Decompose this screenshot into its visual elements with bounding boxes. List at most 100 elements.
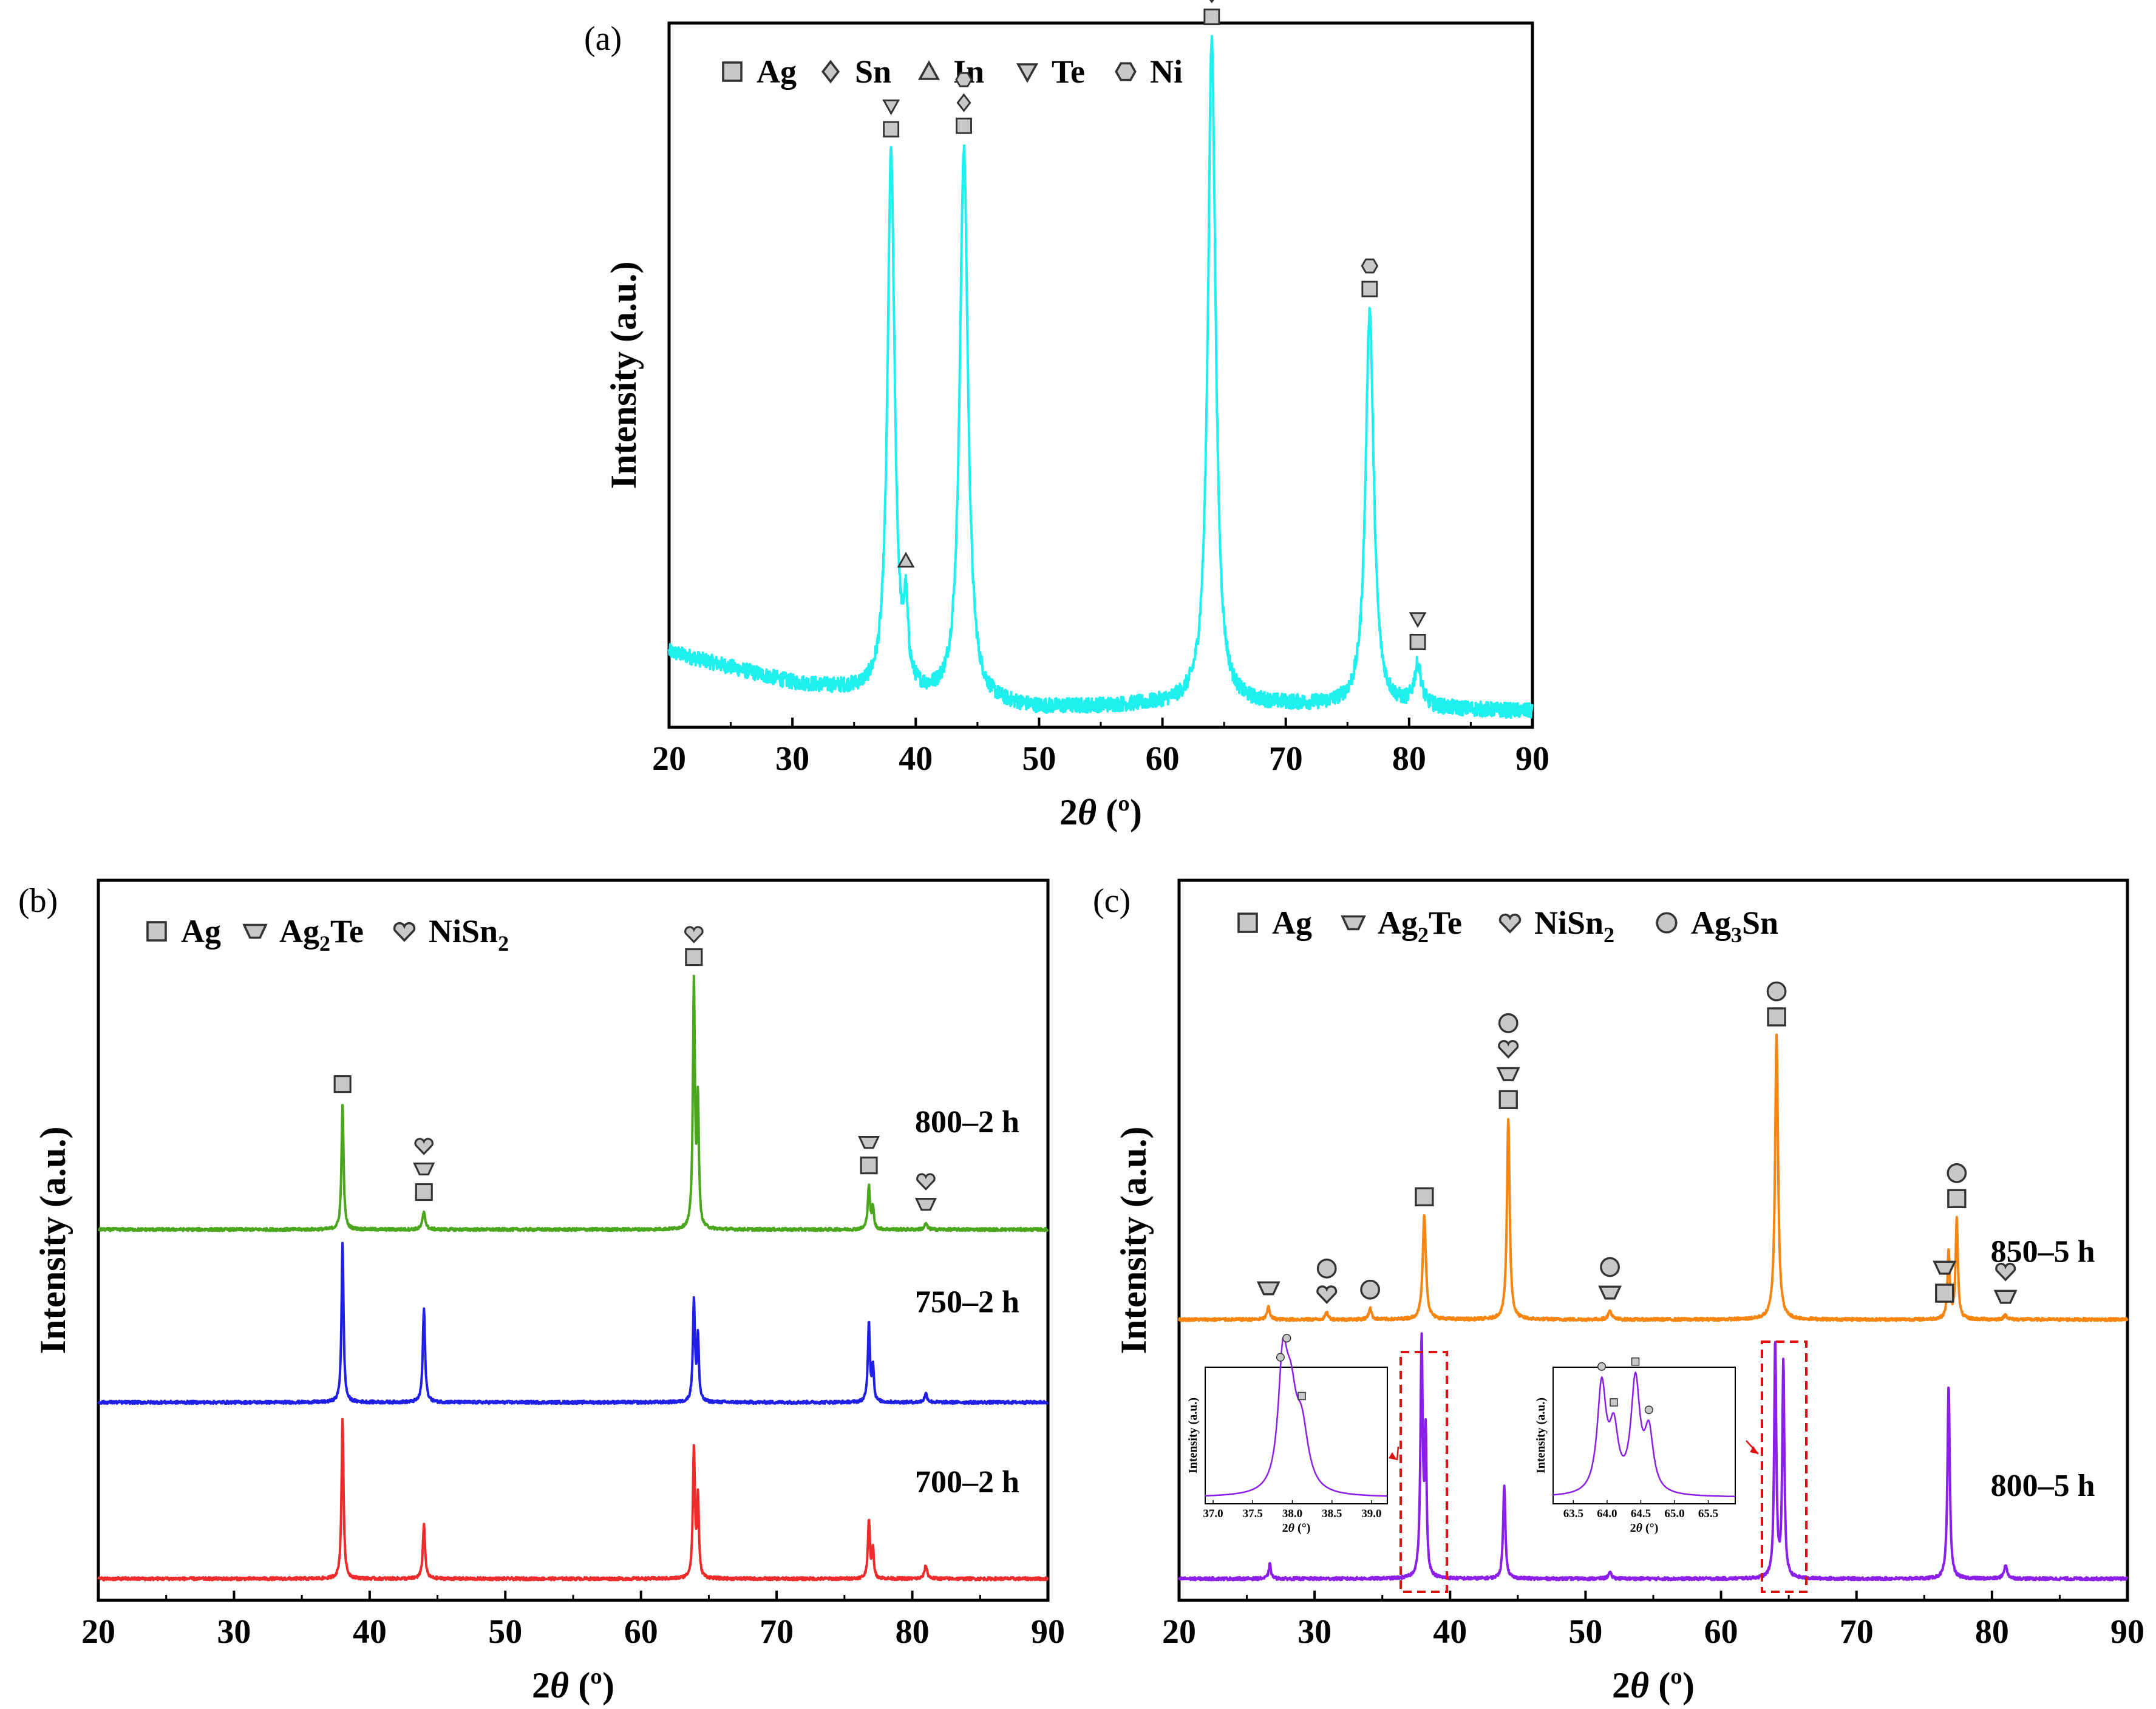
peak-marker-circle-icon bbox=[1766, 981, 1787, 1002]
x-axis-title: 2θ (º) bbox=[1059, 792, 1142, 832]
legend-marker-square-icon bbox=[1237, 912, 1258, 933]
zoom-highlight-box bbox=[1761, 1340, 1807, 1593]
peak-marker-heart-icon bbox=[916, 1173, 936, 1191]
peak-marker-heart-icon bbox=[1995, 1262, 2016, 1282]
x-axis-title: 2θ (º) bbox=[532, 1665, 614, 1705]
legend-marker-circle-icon bbox=[1656, 912, 1678, 934]
x-axis-title-unit: (º) bbox=[1649, 1665, 1695, 1705]
peak-marker-trapezoid-icon bbox=[1993, 1289, 2018, 1304]
peak-marker-square-icon bbox=[956, 117, 972, 134]
peak-marker-heart-icon bbox=[684, 926, 704, 943]
series-line-0 bbox=[97, 974, 1049, 1232]
panel-label: (a) bbox=[584, 20, 622, 58]
peak-marker-diamond-icon bbox=[956, 93, 971, 112]
peak-marker-circle-icon bbox=[1360, 1279, 1381, 1300]
inset-x-axis-title-prefix: 2 bbox=[1630, 1521, 1636, 1535]
peak-marker-trapezoid-icon bbox=[1933, 1260, 1957, 1275]
legend-item: NiSn2 bbox=[1498, 905, 1614, 947]
inset-y-axis-title: Intensity (a.u.) bbox=[1186, 1398, 1200, 1473]
legend-label-subscript: 2 bbox=[319, 931, 330, 956]
peak-marker-square-icon bbox=[415, 1183, 433, 1201]
x-tick-label: 90 bbox=[1031, 1613, 1065, 1651]
legend-marker-trapezoid-icon bbox=[242, 923, 268, 939]
legend-label-main: Ag bbox=[1378, 905, 1418, 941]
peak-marker-trapezoid-icon bbox=[914, 1197, 937, 1211]
legend-label: Ag bbox=[757, 53, 797, 90]
peak-marker-triangle-down-icon bbox=[882, 99, 900, 115]
inset-x-axis-title: 2θ (°) bbox=[1630, 1521, 1659, 1535]
legend-label-tail: Te bbox=[330, 913, 364, 950]
inset-x-axis-title-unit: (°) bbox=[1642, 1521, 1658, 1535]
plot-frame bbox=[97, 878, 1050, 1602]
legend-label: Ag bbox=[1272, 905, 1312, 941]
legend-marker-square-icon bbox=[722, 61, 743, 82]
legend-marker-heart-icon bbox=[1498, 913, 1522, 934]
x-tick-label: 80 bbox=[896, 1613, 930, 1651]
peak-marker-square-icon bbox=[333, 1075, 352, 1093]
x-axis-title-unit: (º) bbox=[569, 1665, 614, 1705]
peak-marker-triangle-down-icon bbox=[1409, 612, 1427, 628]
legend-label: Ag2Te bbox=[279, 913, 364, 956]
inset-x-tick-label: 37.5 bbox=[1243, 1507, 1263, 1520]
inset-x-tick-label: 64.0 bbox=[1597, 1507, 1617, 1520]
legend-label-main: Ag bbox=[757, 53, 797, 90]
x-tick-label: 70 bbox=[1269, 740, 1303, 778]
peak-marker-diamond-icon bbox=[1209, 0, 1214, 4]
legend-item: Sn bbox=[821, 53, 891, 90]
x-tick-label: 80 bbox=[1392, 740, 1426, 778]
x-tick-label: 60 bbox=[1146, 740, 1180, 778]
inset-x-tick-label: 65.5 bbox=[1698, 1507, 1718, 1520]
peak-marker-heart-icon bbox=[414, 1138, 434, 1155]
inset-0: 37.0 37.5 38.0 38.5 39.0 2θ (°) Intensity (a.u… bbox=[1186, 1334, 1388, 1535]
series-line-1 bbox=[1178, 1332, 2129, 1582]
inset-x-tick-label: 37.0 bbox=[1203, 1507, 1223, 1520]
x-axis-title-unit: (º) bbox=[1097, 792, 1142, 832]
legend: Ag Ag2Te NiSn2 Ag3Sn bbox=[1237, 905, 1778, 947]
legend-label-tail: Sn bbox=[1742, 905, 1778, 941]
series-line-1 bbox=[97, 1242, 1049, 1405]
inset-x-axis-title-unit: (°) bbox=[1294, 1521, 1310, 1535]
series-line-2 bbox=[97, 1418, 1049, 1582]
inset-marker-square-icon bbox=[1631, 1357, 1640, 1366]
inset-x-axis-title-symbol: θ bbox=[1636, 1521, 1643, 1535]
peak-marker-circle-icon bbox=[1498, 1013, 1518, 1033]
series-label: 700–2 h bbox=[915, 1465, 1019, 1500]
peak-marker-trapezoid-icon bbox=[1496, 1067, 1520, 1081]
legend-label: Ag bbox=[181, 913, 221, 950]
legend-item: Ag2Te bbox=[242, 913, 364, 956]
legend-label-main: Te bbox=[1052, 53, 1085, 90]
inset-x-tick-label: 38.5 bbox=[1322, 1507, 1342, 1520]
legend-marker-trapezoid-icon bbox=[1341, 915, 1366, 931]
legend-label-tail: Te bbox=[1429, 905, 1462, 941]
peak-marker-square-icon bbox=[685, 948, 703, 967]
panel-label: (c) bbox=[1093, 882, 1131, 920]
peak-marker-heart-icon bbox=[1316, 1285, 1338, 1304]
legend-label-main: NiSn bbox=[1534, 905, 1603, 941]
legend-item: Te bbox=[1016, 53, 1085, 90]
series-label: 750–2 h bbox=[915, 1285, 1019, 1320]
x-axis-title-prefix: 2 bbox=[532, 1665, 550, 1705]
legend: Ag Sn In Te Ni bbox=[722, 53, 1183, 90]
peak-marker-square-icon bbox=[860, 1157, 878, 1175]
peak-marker-square-icon bbox=[883, 121, 900, 138]
zoom-highlight-box bbox=[1399, 1351, 1448, 1593]
panel-label: (b) bbox=[18, 882, 58, 920]
inset-x-tick-label: 38.0 bbox=[1282, 1507, 1302, 1520]
x-tick-label: 40 bbox=[1433, 1613, 1467, 1651]
peak-marker-square-icon bbox=[1409, 633, 1426, 650]
inset-marker-circle-icon bbox=[1597, 1362, 1607, 1371]
inset-marker-square-icon bbox=[1610, 1398, 1618, 1407]
inset-y-axis-title: Intensity (a.u.) bbox=[1534, 1398, 1548, 1473]
x-tick-label: 90 bbox=[2110, 1613, 2144, 1651]
x-tick-label: 40 bbox=[899, 740, 933, 778]
peak-marker-square-icon bbox=[1498, 1090, 1518, 1109]
legend-label-main: Ni bbox=[1150, 53, 1183, 90]
x-tick-label: 60 bbox=[624, 1613, 658, 1651]
inset-frame bbox=[1552, 1367, 1736, 1504]
x-tick-label: 40 bbox=[353, 1613, 387, 1651]
x-axis-title-prefix: 2 bbox=[1612, 1665, 1630, 1705]
peak-marker-triangle-up-icon bbox=[897, 551, 915, 568]
